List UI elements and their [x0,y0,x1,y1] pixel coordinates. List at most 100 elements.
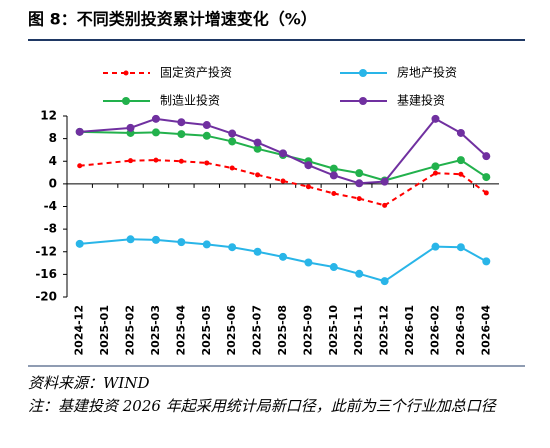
point [126,123,135,132]
line-segment [333,192,360,200]
note: 注：基建投资 2026 年起采用统计局新口径，此前为三个行业加总口径 [28,397,496,415]
line-segment [282,255,309,264]
line-segment [79,159,131,167]
point [355,169,364,178]
point [177,238,186,247]
x-tick-label: 2025-10 [327,305,340,356]
line-segment [282,152,309,167]
x-tick-label: 2025-03 [149,305,162,356]
y-tick-label: 0 [49,176,57,190]
point [279,149,287,158]
point [202,121,211,130]
line-segment [231,167,258,176]
chart-title: 图 8：不同类别投资累计增速变化（%） [28,10,317,29]
point [329,164,338,173]
point [382,202,388,208]
x-tick-label: 2025-02 [124,305,137,356]
point [177,130,186,139]
line-segment [257,250,284,258]
line-segment [308,164,335,177]
line-segment [358,172,385,182]
line-segment [206,161,233,170]
point [253,247,262,256]
line-segment [155,238,182,244]
legend-marker [122,97,130,105]
legend-marker [359,69,367,77]
x-tick-label: 2025-05 [200,305,213,356]
line-segment [435,245,461,249]
line-segment [358,197,385,207]
point [482,152,491,161]
line-segment [308,261,334,269]
x-tick-label: 2025-01 [98,305,111,356]
point [355,179,364,188]
line-segment [231,140,258,150]
line-segment [79,126,131,133]
point [331,190,337,196]
legend-marker [359,97,367,105]
y-tick-label: -8 [44,222,57,236]
line-segment [460,246,487,263]
y-tick-label: 4 [49,154,57,168]
legend-label: 固定资产投资 [160,65,232,80]
line-segment [435,172,461,176]
point [151,114,160,123]
x-tick-label: 2025-12 [378,305,391,356]
line-segment [434,117,462,134]
line-segment [358,272,385,283]
point [228,129,237,138]
point [77,163,83,169]
point [456,243,465,252]
line-segment [384,172,437,207]
point [329,171,338,180]
line-segment [460,159,487,178]
point [75,239,84,248]
x-tick-label: 2026-02 [428,305,441,356]
point [329,263,338,272]
line-segment [155,159,182,163]
x-tick-label: 2024-12 [73,305,86,356]
y-tick-label: -12 [35,244,57,258]
point [356,196,362,202]
y-tick-label: -4 [44,199,57,213]
y-tick-label: -16 [35,267,57,281]
point [151,128,160,137]
line-segment [155,131,182,136]
point [432,170,438,176]
line-segment [130,159,156,162]
point [202,131,211,140]
point [204,160,210,166]
line-segment [181,121,207,127]
line-segment [130,238,156,241]
line-segment [333,266,360,275]
line-segment [308,160,335,170]
x-tick-label: 2025-09 [301,305,314,356]
x-tick-label: 2025-04 [174,305,187,356]
point [228,243,237,252]
line-segment [359,180,385,185]
chart: 图 8：不同类别投资累计增速变化（%） 12 8 4 0 -4 -8 -12 -16 -20 20… [28,10,525,367]
point [75,127,84,136]
line-segment [257,173,284,183]
point [253,138,262,147]
line-segment [384,245,437,282]
line-segment [155,117,182,124]
line-segment [333,174,360,185]
line-segment [231,132,258,144]
point [280,178,286,184]
point [304,258,313,267]
point [305,184,311,190]
line-segment [130,131,156,134]
line-segment [206,243,233,249]
point [151,235,160,244]
point [177,118,186,127]
point [431,242,440,251]
legend-label: 房地产投资 [397,65,457,80]
line-segment [384,165,436,182]
point [255,172,261,178]
line-segment [79,238,131,245]
point [458,171,464,177]
point [482,173,491,182]
line-segment [435,159,462,168]
